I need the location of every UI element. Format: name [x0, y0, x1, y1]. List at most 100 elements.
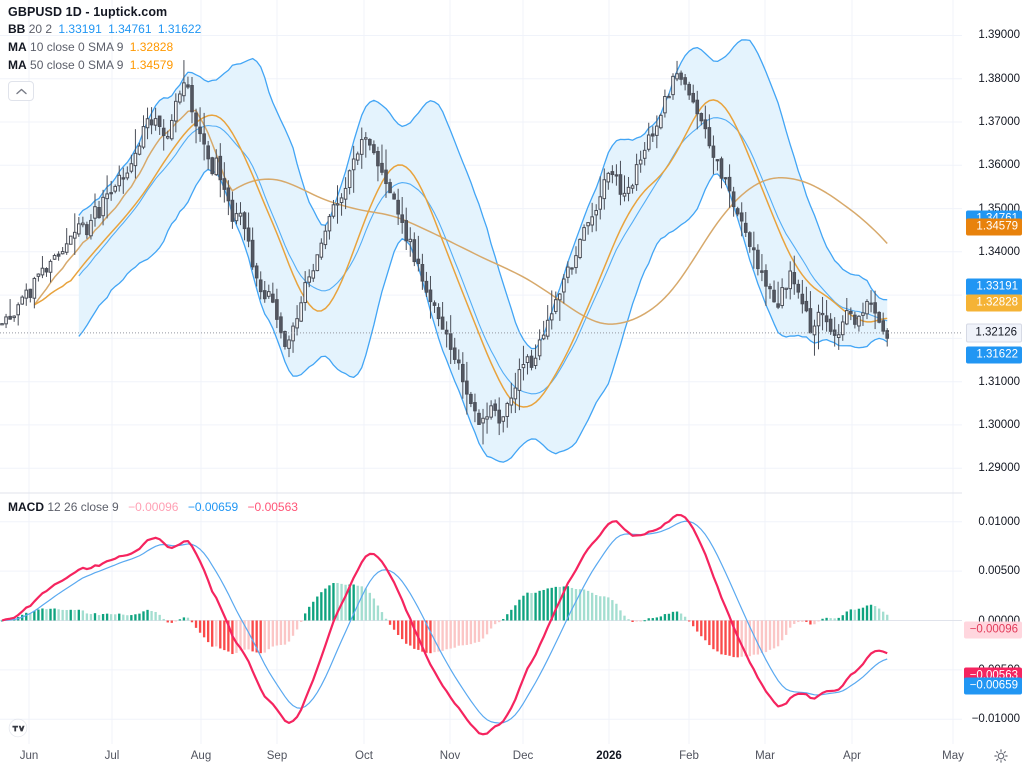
- candle-body-down: [610, 171, 615, 176]
- macd-histogram-bar: [299, 620, 303, 622]
- candle-body-up: [145, 118, 150, 129]
- candle-body-up: [351, 158, 356, 171]
- macd-histogram-bar: [202, 620, 206, 638]
- macd-histogram-bar: [126, 615, 129, 621]
- macd-histogram-bar: [498, 620, 501, 623]
- candle-body-up: [359, 139, 364, 155]
- macd-histogram-bar: [530, 593, 533, 621]
- macd-histogram-bar: [780, 620, 784, 641]
- macd-histogram-bar: [206, 620, 210, 643]
- candle-body-up: [642, 149, 647, 159]
- candle-body-down: [768, 286, 772, 290]
- macd-histogram-bar: [182, 617, 186, 621]
- macd-histogram-bar: [845, 611, 848, 621]
- candle-body-up: [513, 387, 518, 400]
- macd-histogram-bar: [271, 620, 274, 647]
- candle-body-up: [101, 196, 105, 217]
- candle-body-down: [723, 177, 728, 180]
- macd-histogram-bar: [502, 618, 505, 621]
- macd-histogram-bar: [255, 620, 258, 653]
- candle-body-down: [452, 347, 457, 360]
- macd-histogram-bar: [449, 620, 452, 649]
- macd-histogram-bar: [316, 596, 319, 621]
- macd-histogram-bar: [150, 611, 153, 621]
- candle-body-up: [323, 230, 328, 246]
- macd-histogram-bar: [829, 618, 832, 621]
- candle-body-down: [695, 99, 700, 115]
- candle-body-up: [331, 204, 336, 217]
- candlestick-series[interactable]: [0, 60, 890, 445]
- candle-body-down: [752, 247, 756, 251]
- macd-histogram-bar: [158, 614, 161, 621]
- candle-body-down: [388, 182, 392, 194]
- macd-histogram-bar: [336, 583, 339, 621]
- candle-body-down: [242, 212, 247, 230]
- candle-body-up: [141, 126, 146, 148]
- macd-histogram-bar: [421, 620, 424, 652]
- candle-body-down: [824, 315, 829, 323]
- candle-body-down: [222, 178, 227, 190]
- macd-histogram-bar: [793, 620, 796, 624]
- candle-body-down: [368, 138, 372, 146]
- candle-body-down: [650, 133, 655, 137]
- macd-histogram-bar: [813, 620, 816, 625]
- macd-histogram-bar: [194, 620, 198, 628]
- candle-body-up: [315, 254, 320, 272]
- candle-body-down: [271, 293, 275, 303]
- candle-body-down: [275, 299, 279, 320]
- macd-histogram-bar: [380, 612, 384, 621]
- macd-histogram-bar: [655, 617, 658, 621]
- candle-body-up: [16, 304, 20, 316]
- candle-body-up: [307, 276, 312, 283]
- candle-body-up: [178, 93, 182, 103]
- candle-body-up: [780, 287, 784, 307]
- candle-body-down: [194, 112, 198, 127]
- candle-body-up: [287, 339, 291, 349]
- candle-body-down: [800, 293, 805, 305]
- macd-histogram-bar: [190, 620, 194, 623]
- macd-histogram-bar: [33, 610, 36, 621]
- candle-body-down: [412, 239, 417, 263]
- macd-histogram-bar: [283, 620, 287, 645]
- candle-body-down: [792, 272, 797, 285]
- candle-body-down: [190, 85, 194, 113]
- macd-histogram-bar: [837, 617, 840, 621]
- macd-histogram-bar: [348, 584, 351, 621]
- macd-histogram-bar: [506, 614, 509, 621]
- candle-body-up: [816, 311, 821, 327]
- candle-body-down: [254, 265, 259, 279]
- macd-histogram-bar: [219, 620, 222, 649]
- macd-histogram-bar: [81, 610, 85, 621]
- macd-histogram-bar: [215, 620, 218, 647]
- macd-histogram-bar: [692, 620, 695, 627]
- candle-body-up: [594, 210, 599, 216]
- macd-histogram-bar: [663, 614, 667, 621]
- bollinger-upper-line: [78, 39, 888, 350]
- macd-histogram-bar: [320, 592, 323, 621]
- candle-body-down: [279, 316, 283, 334]
- candle-body-down: [461, 363, 465, 383]
- macd-histogram-bar: [142, 611, 145, 621]
- macd-histogram[interactable]: [0, 583, 889, 658]
- macd-histogram-bar: [77, 609, 80, 621]
- candle-body-down: [618, 174, 623, 195]
- macd-histogram-bar: [538, 590, 541, 621]
- gear-icon[interactable]: [992, 747, 1010, 765]
- candle-body-up: [590, 216, 594, 226]
- candle-body-up: [537, 339, 542, 357]
- macd-histogram-bar: [679, 613, 683, 621]
- macd-histogram-bar: [138, 613, 141, 621]
- candle-body-up: [52, 255, 57, 260]
- legend-collapse-button[interactable]: [8, 81, 34, 101]
- candle-body-up: [784, 287, 788, 290]
- candle-body-up: [72, 231, 77, 239]
- tradingview-logo-icon[interactable]: [8, 718, 28, 738]
- candle-body-up: [32, 277, 37, 299]
- macd-histogram-bar: [522, 595, 525, 621]
- candle-body-up: [182, 82, 186, 97]
- macd-histogram-bar: [457, 620, 460, 646]
- macd-histogram-bar: [295, 620, 299, 630]
- macd-histogram-bar: [134, 614, 137, 621]
